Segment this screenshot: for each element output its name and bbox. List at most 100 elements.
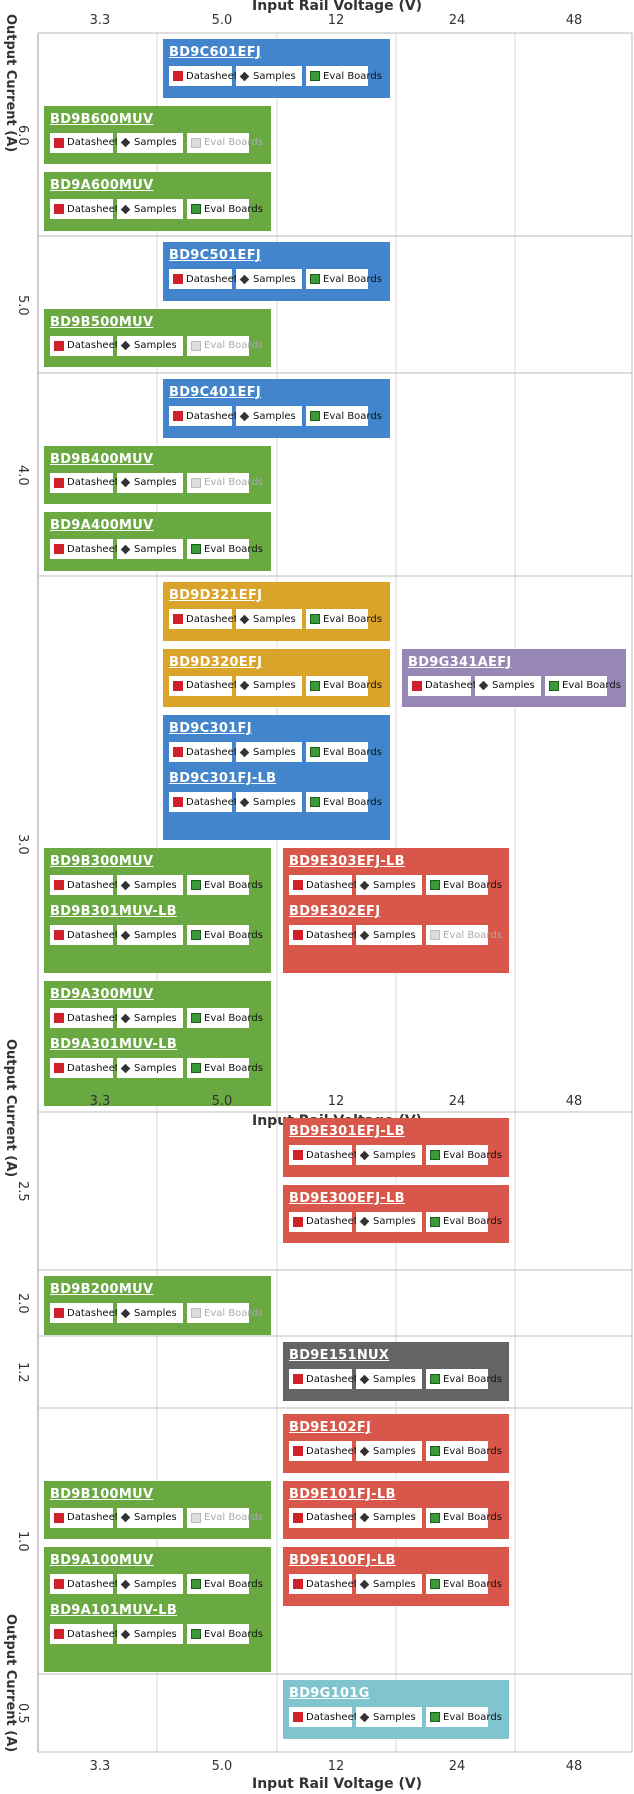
product-link[interactable]: BD9C401EFJ <box>169 385 262 400</box>
samples-button[interactable]: Samples <box>117 925 183 945</box>
samples-button[interactable]: Samples <box>236 792 302 812</box>
eval-boards-button[interactable]: Eval Boards <box>306 406 382 426</box>
datasheet-button[interactable]: Datasheet <box>50 335 119 356</box>
datasheet-button[interactable]: Datasheet <box>289 1211 358 1232</box>
product-link[interactable]: BD9E300EFJ-LB <box>289 1190 405 1206</box>
samples-button[interactable]: Samples <box>117 539 183 559</box>
product-link[interactable]: BD9A400MUV <box>50 518 154 533</box>
datasheet-button[interactable]: Datasheet <box>289 1369 358 1389</box>
product-link[interactable]: BD9E100FJ-LB <box>289 1553 396 1568</box>
product-link[interactable]: BD9B600MUV <box>50 111 154 127</box>
datasheet-button[interactable]: Datasheet <box>289 1507 358 1528</box>
samples-button[interactable]: Samples <box>117 132 183 153</box>
samples-button[interactable]: Samples <box>356 1369 422 1389</box>
samples-button[interactable]: Samples <box>356 1441 422 1461</box>
datasheet-button[interactable]: Datasheet <box>50 925 119 945</box>
eval-boards-button[interactable]: Eval Boards <box>187 875 263 895</box>
product-link[interactable]: BD9E303EFJ-LB <box>289 854 405 869</box>
datasheet-button[interactable]: Datasheet <box>289 1574 358 1594</box>
product-link[interactable]: BD9B400MUV <box>50 451 154 467</box>
product-link[interactable]: BD9E101FJ-LB <box>289 1486 396 1502</box>
product-link[interactable]: BD9D321EFJ <box>169 588 263 603</box>
product-link[interactable]: BD9C301FJ-LB <box>169 771 277 786</box>
datasheet-button[interactable]: Datasheet <box>289 1707 358 1727</box>
datasheet-button[interactable]: Datasheet <box>169 792 238 812</box>
eval-boards-button[interactable]: Eval Boards <box>426 875 502 895</box>
eval-boards-button[interactable]: Eval Boards <box>426 1707 502 1727</box>
datasheet-button[interactable]: Datasheet <box>50 1574 119 1594</box>
datasheet-button[interactable]: Datasheet <box>50 1303 119 1323</box>
datasheet-button[interactable]: Datasheet <box>169 406 238 426</box>
product-link[interactable]: BD9A301MUV-LB <box>50 1037 178 1052</box>
eval-boards-button[interactable]: Eval Boards <box>426 1369 502 1389</box>
eval-boards-button[interactable]: Eval Boards <box>306 742 382 762</box>
datasheet-button[interactable]: Datasheet <box>169 66 238 86</box>
datasheet-button[interactable]: Datasheet <box>289 1145 358 1165</box>
eval-boards-button[interactable]: Eval Boards <box>187 925 263 945</box>
samples-button[interactable]: Samples <box>356 1707 422 1727</box>
samples-button[interactable]: Samples <box>117 1058 183 1078</box>
samples-button[interactable]: Samples <box>356 1507 422 1528</box>
product-link[interactable]: BD9A600MUV <box>50 178 154 193</box>
samples-button[interactable]: Samples <box>236 269 302 289</box>
product-link[interactable]: BD9B300MUV <box>50 854 154 869</box>
eval-boards-button[interactable]: Eval Boards <box>426 1211 502 1232</box>
eval-boards-button[interactable]: Eval Boards <box>306 269 382 289</box>
samples-button[interactable]: Samples <box>236 675 302 696</box>
eval-boards-button[interactable]: Eval Boards <box>545 675 621 696</box>
eval-boards-button[interactable]: Eval Boards <box>306 609 382 629</box>
eval-boards-button[interactable]: Eval Boards <box>306 792 382 812</box>
samples-button[interactable]: Samples <box>356 875 422 895</box>
eval-boards-button[interactable]: Eval Boards <box>187 1008 263 1028</box>
datasheet-button[interactable]: Datasheet <box>50 539 119 559</box>
product-link[interactable]: BD9G341AEFJ <box>408 654 512 670</box>
product-link[interactable]: BD9B301MUV-LB <box>50 904 177 919</box>
product-link[interactable]: BD9A101MUV-LB <box>50 1603 178 1618</box>
eval-boards-button[interactable]: Eval Boards <box>187 539 263 559</box>
datasheet-button[interactable]: Datasheet <box>50 1624 119 1644</box>
samples-button[interactable]: Samples <box>356 1145 422 1165</box>
samples-button[interactable]: Samples <box>236 66 302 86</box>
datasheet-button[interactable]: Datasheet <box>50 472 119 493</box>
eval-boards-button[interactable]: Eval Boards <box>426 1145 502 1165</box>
samples-button[interactable]: Samples <box>117 1507 183 1528</box>
samples-button[interactable]: Samples <box>236 742 302 762</box>
product-link[interactable]: BD9E102FJ <box>289 1420 372 1435</box>
eval-boards-button[interactable]: Eval Boards <box>306 66 382 86</box>
eval-boards-button[interactable]: Eval Boards <box>426 1441 502 1461</box>
eval-boards-button[interactable]: Eval Boards <box>306 675 382 696</box>
product-link[interactable]: BD9D320EFJ <box>169 654 263 670</box>
eval-boards-button[interactable]: Eval Boards <box>187 199 263 219</box>
samples-button[interactable]: Samples <box>117 1303 183 1323</box>
product-link[interactable]: BD9B100MUV <box>50 1486 154 1502</box>
datasheet-button[interactable]: Datasheet <box>50 1058 119 1078</box>
datasheet-button[interactable]: Datasheet <box>169 742 238 762</box>
eval-boards-button[interactable]: Eval Boards <box>187 1574 263 1594</box>
product-link[interactable]: BD9B200MUV <box>50 1282 154 1297</box>
samples-button[interactable]: Samples <box>236 609 302 629</box>
product-link[interactable]: BD9G101G <box>289 1686 370 1701</box>
product-link[interactable]: BD9C301FJ <box>169 721 252 736</box>
samples-button[interactable]: Samples <box>356 1574 422 1594</box>
samples-button[interactable]: Samples <box>356 925 422 945</box>
samples-button[interactable]: Samples <box>236 406 302 426</box>
samples-button[interactable]: Samples <box>356 1211 422 1232</box>
eval-boards-button[interactable]: Eval Boards <box>426 1507 502 1528</box>
samples-button[interactable]: Samples <box>117 472 183 493</box>
datasheet-button[interactable]: Datasheet <box>50 1008 119 1028</box>
product-link[interactable]: BD9C501EFJ <box>169 248 262 263</box>
datasheet-button[interactable]: Datasheet <box>169 675 238 696</box>
datasheet-button[interactable]: Datasheet <box>289 1441 358 1461</box>
datasheet-button[interactable]: Datasheet <box>50 199 119 219</box>
samples-button[interactable]: Samples <box>117 335 183 356</box>
product-link[interactable]: BD9E301EFJ-LB <box>289 1124 405 1139</box>
product-link[interactable]: BD9E151NUX <box>289 1348 390 1363</box>
datasheet-button[interactable]: Datasheet <box>289 925 358 945</box>
datasheet-button[interactable]: Datasheet <box>169 609 238 629</box>
samples-button[interactable]: Samples <box>117 199 183 219</box>
samples-button[interactable]: Samples <box>117 1624 183 1644</box>
datasheet-button[interactable]: Datasheet <box>50 132 119 153</box>
product-link[interactable]: BD9B500MUV <box>50 314 154 330</box>
samples-button[interactable]: Samples <box>117 1574 183 1594</box>
samples-button[interactable]: Samples <box>117 875 183 895</box>
